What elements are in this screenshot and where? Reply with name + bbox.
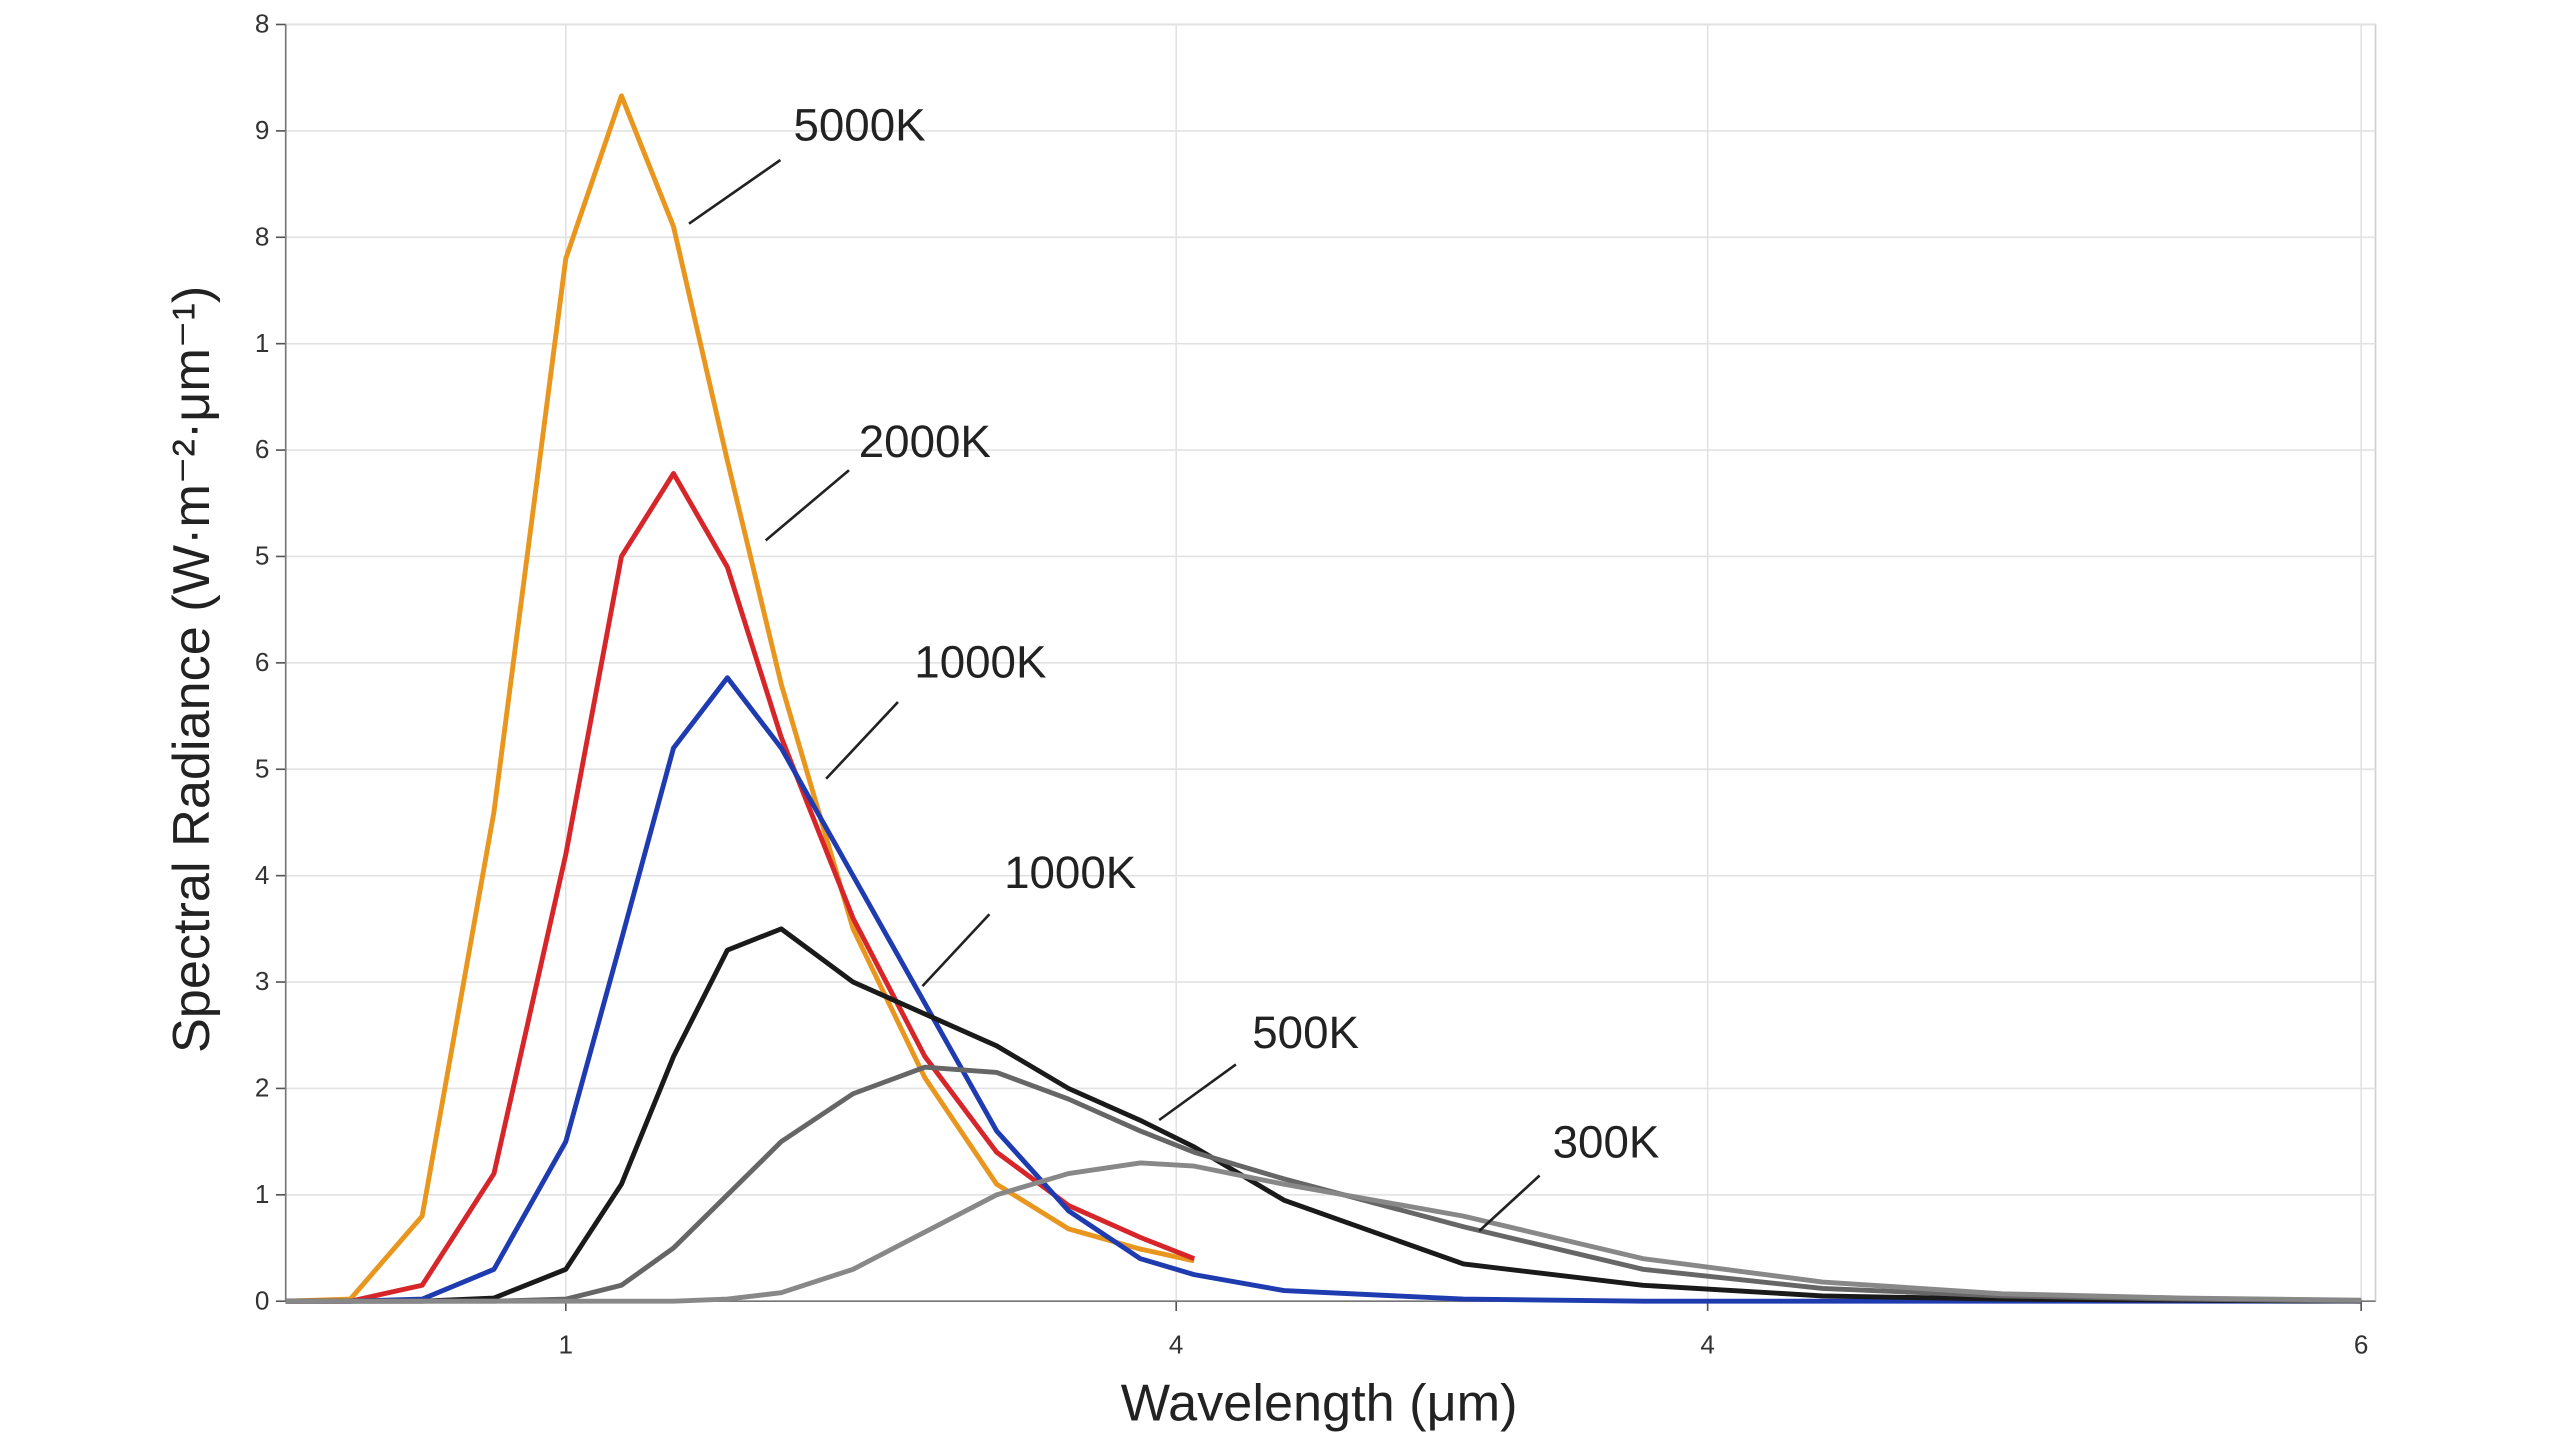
y-tick-label: 2 xyxy=(255,1073,270,1103)
leader-line xyxy=(1158,1063,1237,1122)
series-line xyxy=(285,1160,2362,1304)
series-label: 1000K xyxy=(914,637,1046,688)
y-tick-label: 8 xyxy=(255,221,270,251)
series-label: 500K xyxy=(1252,1007,1359,1058)
y-tick-label: 0 xyxy=(255,1285,270,1315)
y-tick-label: 1 xyxy=(255,1179,270,1209)
y-tick-label: 6 xyxy=(255,647,270,677)
series-label: 1000K xyxy=(1004,847,1136,898)
series-label: 2000K xyxy=(859,416,991,467)
leader-line xyxy=(1478,1174,1541,1232)
x-tick-label: 4 xyxy=(1700,1329,1715,1359)
y-tick-label: 9 xyxy=(255,115,270,145)
y-tick-label: 6 xyxy=(255,434,270,464)
y-tick-label: 5 xyxy=(255,753,270,783)
leader-line xyxy=(764,469,850,542)
y-axis-title: Spectral Radiance (W·m⁻²·μm⁻¹) xyxy=(163,286,221,1053)
y-tick-label: 4 xyxy=(255,860,270,890)
leader-line xyxy=(688,158,782,225)
y-tick-label: 1 xyxy=(255,328,270,358)
y-tick-label: 8 xyxy=(255,9,270,39)
series-line xyxy=(285,93,1195,1304)
y-tick-label: 3 xyxy=(255,966,270,996)
series-line xyxy=(285,675,2362,1304)
x-tick-label: 6 xyxy=(2354,1329,2369,1359)
y-tick-label: 5 xyxy=(255,541,270,571)
x-tick-label: 4 xyxy=(1169,1329,1184,1359)
leader-line xyxy=(825,701,899,780)
series-line xyxy=(285,926,2362,1304)
x-tick-label: 1 xyxy=(559,1329,574,1359)
series-label: 300K xyxy=(1553,1117,1660,1168)
x-axis-title: Wavelength (μm) xyxy=(1121,1374,1518,1432)
series-label: 5000K xyxy=(793,99,925,150)
leader-line xyxy=(921,913,991,988)
